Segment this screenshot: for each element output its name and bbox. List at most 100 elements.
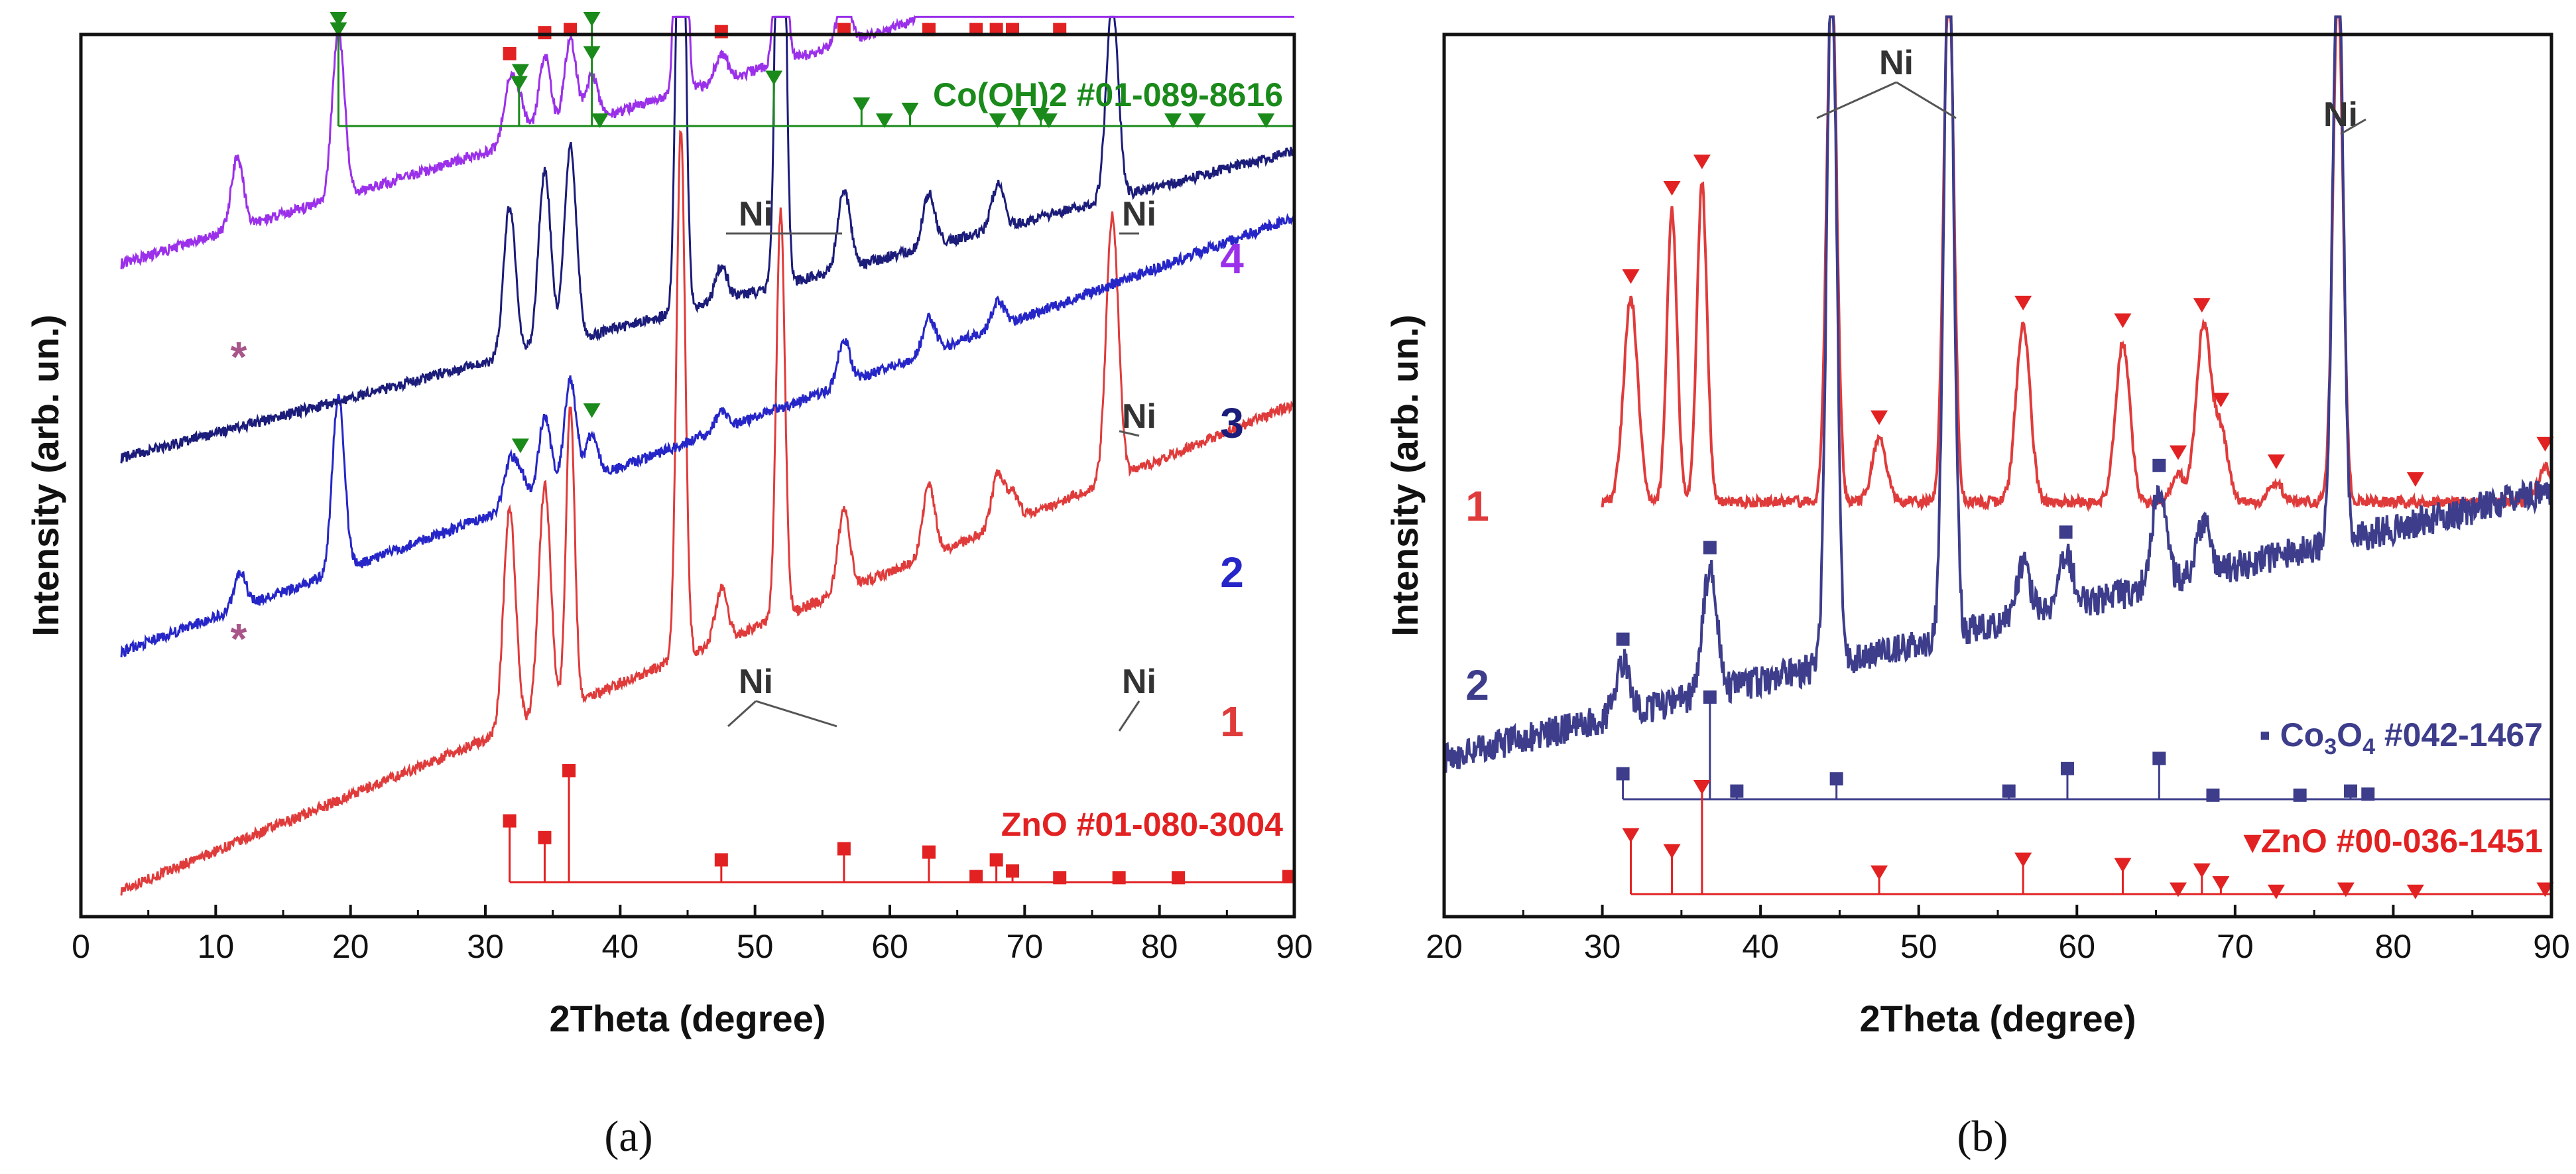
reference-marker bbox=[1053, 871, 1067, 885]
reference-marker bbox=[1112, 871, 1126, 885]
reference-marker bbox=[330, 12, 347, 27]
reference-marker bbox=[969, 870, 983, 883]
reference-marker bbox=[2002, 784, 2016, 798]
phase-peak-marker bbox=[2169, 445, 2187, 460]
reference-marker bbox=[1871, 865, 1888, 880]
ni-pointer bbox=[2340, 118, 2366, 135]
phase-peak-marker bbox=[511, 438, 529, 454]
reference-marker bbox=[1829, 772, 1843, 786]
reference-marker bbox=[2212, 876, 2230, 891]
reference-marker bbox=[2344, 784, 2358, 798]
panel-a-caption: (a) bbox=[604, 1112, 652, 1161]
x-tick-label: 40 bbox=[1742, 928, 1779, 965]
curve-label-4: 4 bbox=[1220, 235, 1244, 283]
reference-marker bbox=[1622, 828, 1640, 843]
x-tick-label: 50 bbox=[1900, 928, 1937, 965]
x-tick-label: 0 bbox=[72, 928, 90, 965]
reference-pattern-1: ZnO #01-080-3004 bbox=[503, 764, 1296, 885]
phase-peak-marker bbox=[2152, 458, 2166, 472]
xrd-curve-2 bbox=[1443, 15, 2553, 773]
ni-pointer bbox=[1816, 81, 1897, 119]
reference-marker bbox=[1703, 690, 1717, 704]
x-tick-label: 70 bbox=[1007, 928, 1044, 965]
reference-marker bbox=[503, 814, 517, 828]
xrd-curve-4 bbox=[120, 15, 1294, 270]
x-tick-label: 60 bbox=[871, 928, 908, 965]
x-tick-label: 80 bbox=[2375, 928, 2412, 965]
xrd-curve-3 bbox=[120, 15, 1296, 464]
phase-peak-marker bbox=[1703, 541, 1717, 554]
reference-marker bbox=[1011, 107, 1028, 123]
xrd-curve-1 bbox=[1601, 15, 2553, 513]
reference-marker bbox=[2361, 787, 2375, 801]
reference-label: ▾ZnO #00-036-1451 bbox=[2243, 822, 2543, 860]
reference-marker bbox=[901, 102, 919, 117]
phase-peak-marker bbox=[2212, 393, 2230, 408]
phase-peak-marker bbox=[1622, 269, 1640, 284]
x-tick-label: 90 bbox=[2533, 928, 2570, 965]
phase-peak-marker bbox=[511, 64, 529, 79]
phase-peak-marker bbox=[583, 46, 601, 61]
phase-peak-marker bbox=[2014, 295, 2032, 310]
reference-marker bbox=[2060, 761, 2074, 775]
panel-b-y-axis-label: Intensity (arb. un.) bbox=[1384, 314, 1426, 636]
panel-b-x-ticks: 20 30 40 50 60 70 80 90 bbox=[1426, 905, 2570, 965]
panel-a-x-ticks: 0 10 20 30 40 50 60 70 80 90 bbox=[72, 905, 1313, 965]
panel-a-plot-area: 1 2 3 4 Co(OH)2 #01-089-8616 ZnO #01-080-3004… bbox=[120, 12, 1296, 896]
phase-peak-marker bbox=[2193, 298, 2211, 313]
x-tick-label: 80 bbox=[1141, 928, 1178, 965]
reference-marker bbox=[538, 830, 552, 844]
amorphous-star-label: * bbox=[231, 615, 247, 663]
ni-label: Ni bbox=[2323, 96, 2358, 134]
xrd-curve-2 bbox=[120, 213, 1295, 658]
reference-marker bbox=[1282, 870, 1296, 883]
panel-b-plot-area: 1 2 ▪ Co3O4 #042-1467 ▾ZnO #00-036-1451 Ni Ni bbox=[1443, 15, 2554, 899]
ni-annotation: Ni bbox=[726, 195, 842, 235]
reference-marker bbox=[1032, 107, 1050, 123]
ni-label: Ni bbox=[739, 195, 773, 233]
x-tick-label: 20 bbox=[332, 928, 369, 965]
ni-annotation: Ni bbox=[1816, 44, 1957, 119]
reference-pattern-0: Co(OH)2 #01-089-8616 bbox=[330, 12, 1294, 128]
phase-peak-marker bbox=[2114, 313, 2132, 328]
reference-marker bbox=[714, 853, 728, 867]
reference-pattern-1: ▾ZnO #00-036-1451 bbox=[1622, 780, 2554, 899]
curve-label-1: 1 bbox=[1465, 482, 1489, 530]
curve-label-2: 2 bbox=[1465, 661, 1489, 709]
reference-marker bbox=[1730, 784, 1744, 798]
reference-marker bbox=[2152, 751, 2166, 765]
phase-peak-marker bbox=[538, 26, 552, 40]
reference-marker bbox=[853, 97, 871, 112]
phase-peak-marker bbox=[2406, 472, 2424, 487]
xrd-curve-1 bbox=[120, 129, 1296, 896]
phase-peak-marker bbox=[1616, 632, 1630, 646]
reference-marker bbox=[562, 764, 576, 777]
x-tick-label: 30 bbox=[1584, 928, 1621, 965]
phase-peak-marker bbox=[1663, 180, 1681, 196]
curve-label-3: 3 bbox=[1220, 399, 1244, 447]
reference-marker bbox=[1040, 113, 1058, 128]
ni-pointer bbox=[755, 700, 837, 728]
reference-marker bbox=[1693, 780, 1711, 795]
reference-marker bbox=[2114, 858, 2132, 873]
phase-peak-marker bbox=[583, 403, 601, 419]
ni-annotation: Ni bbox=[1119, 397, 1156, 437]
ni-label: Ni bbox=[739, 663, 773, 701]
reference-marker bbox=[2337, 882, 2355, 897]
reference-marker bbox=[1164, 113, 1182, 128]
reference-marker bbox=[510, 76, 528, 91]
reference-marker bbox=[2193, 863, 2211, 878]
phase-peak-marker bbox=[2536, 436, 2554, 452]
panel-b: 1 2 ▪ Co3O4 #042-1467 ▾ZnO #00-036-1451 Ni Ni… bbox=[1384, 15, 2570, 1161]
reference-marker bbox=[2206, 788, 2220, 802]
reference-marker bbox=[922, 845, 936, 859]
amorphous-star-label: * bbox=[231, 333, 247, 381]
reference-marker bbox=[1172, 871, 1186, 885]
panel-a-x-axis-label: 2Theta (degree) bbox=[550, 998, 826, 1039]
panel-b-x-axis-label: 2Theta (degree) bbox=[1860, 998, 2136, 1039]
x-tick-label: 10 bbox=[198, 928, 235, 965]
x-tick-label: 20 bbox=[1426, 928, 1463, 965]
reference-marker bbox=[2169, 882, 2187, 897]
panel-b-caption: (b) bbox=[1957, 1112, 2008, 1161]
